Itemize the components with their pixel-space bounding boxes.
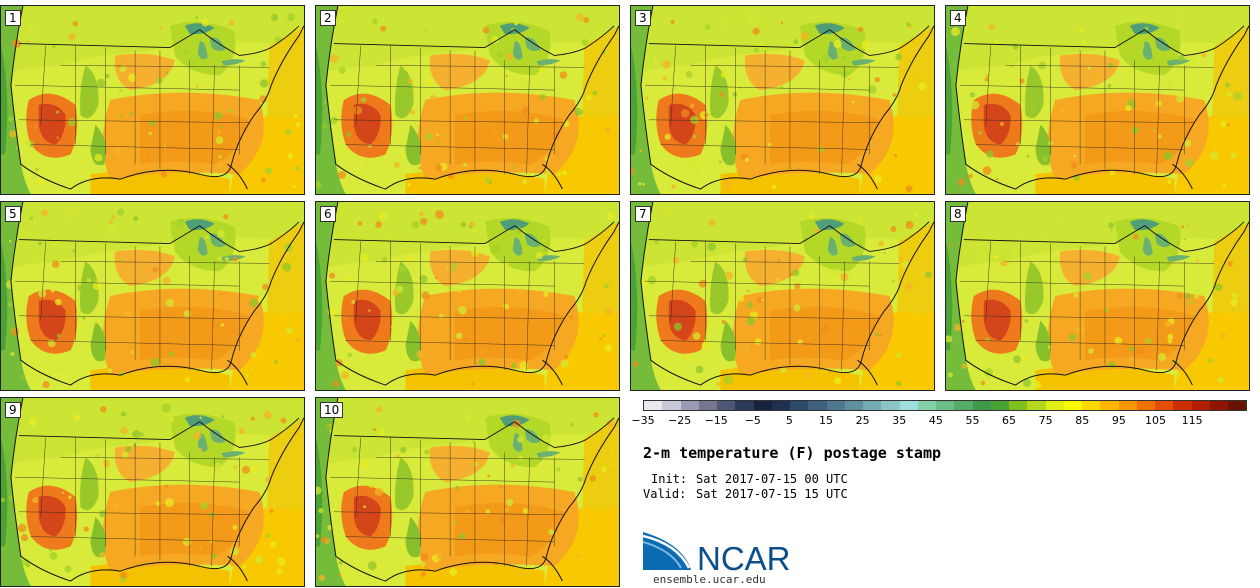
ensemble-member-map[interactable]: 3: [630, 5, 935, 195]
ensemble-member-map[interactable]: 7: [630, 201, 935, 391]
colorbar-swatch: [1009, 401, 1028, 410]
colorbar-swatch: [1027, 401, 1046, 410]
ensemble-member-map[interactable]: 9: [0, 397, 305, 587]
colorbar-swatch: [1173, 401, 1192, 410]
colorbar-swatch: [1228, 401, 1247, 410]
colorbar-tick-label: 35: [892, 414, 907, 427]
temperature-field-map: [946, 202, 1249, 390]
ensemble-member-map[interactable]: 6: [315, 201, 620, 391]
colorbar-swatch: [1118, 401, 1137, 410]
temperature-field-map: [316, 398, 619, 586]
colorbar-swatch: [790, 401, 809, 410]
member-number-label: 9: [5, 402, 21, 418]
colorbar-swatch: [954, 401, 973, 410]
init-label: Init:: [651, 472, 688, 486]
colorbar-swatch: [1209, 401, 1228, 410]
ensemble-member-map[interactable]: 4: [945, 5, 1250, 195]
colorbar-swatch: [735, 401, 754, 410]
colorbar-swatch: [698, 401, 717, 410]
member-number-label: 4: [950, 10, 966, 26]
ensemble-member-map[interactable]: 5: [0, 201, 305, 391]
colorbar-swatch: [972, 401, 991, 410]
colorbar-swatch: [753, 401, 772, 410]
member-number-label: 1: [5, 10, 21, 26]
colorbar-tick-label: −15: [704, 414, 728, 427]
colorbar-tick-label: 55: [965, 414, 980, 427]
colorbar-swatch: [1155, 401, 1174, 410]
colorbar-swatch: [1191, 401, 1210, 410]
colorbar-swatch: [1063, 401, 1082, 410]
ensemble-member-map[interactable]: 1: [0, 5, 305, 195]
member-number-label: 5: [5, 206, 21, 222]
colorbar-swatch: [644, 401, 663, 410]
member-number-label: 8: [950, 206, 966, 222]
colorbar-tick-label: 85: [1075, 414, 1090, 427]
ncar-logo-mark: NCAR: [642, 532, 791, 577]
colorbar-swatch: [1045, 401, 1064, 410]
colorbar-tick-label: 15: [819, 414, 834, 427]
colorbar-tick-label: 45: [928, 414, 943, 427]
member-number-label: 2: [320, 10, 336, 26]
temperature-field-map: [316, 6, 619, 194]
colorbar-swatch: [990, 401, 1009, 410]
colorbar-swatch: [1100, 401, 1119, 410]
colorbar-tick-label: 95: [1111, 414, 1126, 427]
colorbar-swatch: [899, 401, 918, 410]
colorbar-swatch: [863, 401, 882, 410]
ncar-logo: NCAR: [642, 530, 793, 577]
colorbar-swatch: [771, 401, 790, 410]
chart-title: 2-m temperature (F) postage stamp: [643, 444, 942, 462]
colorbar-tick-label: 115: [1181, 414, 1203, 427]
colorbar-swatch: [826, 401, 845, 410]
member-number-label: 3: [635, 10, 651, 26]
valid-label: Valid:: [643, 487, 687, 501]
ensemble-member-map[interactable]: 10: [315, 397, 620, 587]
colorbar-tick-labels: −35 −25 −15 −5 5 15 25 35 45 55 65 75 85 95 105 115: [631, 414, 1247, 428]
temperature-colorbar: [643, 400, 1247, 411]
colorbar-tick-label: 75: [1038, 414, 1053, 427]
colorbar-tick-label: −35: [631, 414, 655, 427]
colorbar-swatch: [717, 401, 736, 410]
colorbar-tick-label: 65: [1002, 414, 1017, 427]
temperature-field-map: [631, 6, 934, 194]
colorbar-swatch: [844, 401, 863, 410]
colorbar-tick-label: −5: [744, 414, 761, 427]
member-number-label: 7: [635, 206, 651, 222]
ensemble-member-map[interactable]: 2: [315, 5, 620, 195]
colorbar-tick-label: 5: [785, 414, 793, 427]
ensemble-member-map[interactable]: 8: [945, 201, 1250, 391]
colorbar-swatch: [936, 401, 955, 410]
ncar-logo-text: NCAR: [697, 540, 791, 574]
colorbar-swatch: [680, 401, 699, 410]
colorbar-swatch: [881, 401, 900, 410]
colorbar-tick-label: −25: [667, 414, 692, 427]
temperature-field-map: [1, 398, 304, 586]
valid-value: Sat 2017-07-15 15 UTC: [696, 487, 848, 501]
colorbar-swatch: [917, 401, 936, 410]
temperature-field-map: [316, 202, 619, 390]
member-number-label: 10: [320, 402, 344, 418]
site-url[interactable]: ensemble.ucar.edu: [653, 573, 766, 586]
temperature-field-map: [1, 6, 304, 194]
colorbar-tick-label: 25: [855, 414, 870, 427]
temperature-field-map: [946, 6, 1249, 194]
colorbar-swatch: [808, 401, 827, 410]
temperature-field-map: [631, 202, 934, 390]
member-number-label: 6: [320, 206, 336, 222]
colorbar-swatch: [1136, 401, 1155, 410]
colorbar-swatch: [662, 401, 681, 410]
temperature-field-map: [1, 202, 304, 390]
colorbar-swatch: [1082, 401, 1101, 410]
init-value: Sat 2017-07-15 00 UTC: [696, 472, 848, 486]
colorbar-tick-label: 105: [1144, 414, 1166, 427]
